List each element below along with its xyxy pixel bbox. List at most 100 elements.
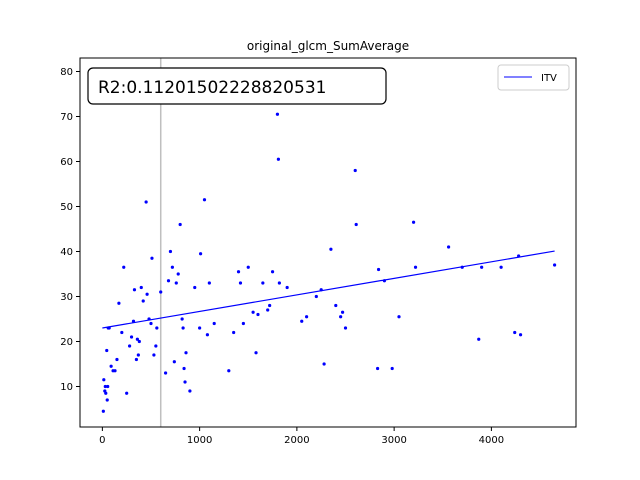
y-tick-label: 80 bbox=[60, 67, 73, 78]
scatter-point bbox=[275, 112, 280, 116]
scatter-point bbox=[339, 315, 343, 319]
scatter-point bbox=[176, 272, 180, 276]
scatter-point bbox=[150, 256, 154, 260]
y-tick-label: 60 bbox=[60, 157, 73, 168]
scatter-point bbox=[172, 360, 176, 364]
scatter-point bbox=[413, 265, 418, 269]
scatter-point bbox=[266, 308, 270, 312]
scatter-point bbox=[134, 357, 139, 362]
scatter-point bbox=[113, 369, 117, 373]
scatter-point bbox=[183, 380, 187, 384]
scatter-point bbox=[152, 353, 156, 357]
scatter-point bbox=[202, 198, 207, 202]
scatter-point bbox=[322, 362, 326, 366]
scatter-point bbox=[353, 168, 357, 173]
scatter-point bbox=[154, 344, 158, 348]
scatter-point bbox=[107, 326, 111, 330]
scatter-point bbox=[105, 398, 109, 402]
scatter-point bbox=[480, 265, 484, 269]
scatter-point bbox=[109, 364, 113, 368]
scatter-point bbox=[340, 310, 345, 314]
scatter-point bbox=[256, 312, 260, 317]
x-tick-label: 4000 bbox=[479, 435, 504, 446]
scatter-point bbox=[261, 281, 265, 285]
scatter-point bbox=[115, 357, 119, 362]
scatter-point bbox=[106, 384, 110, 389]
scatter-point bbox=[188, 389, 192, 393]
y-tick-label: 50 bbox=[60, 202, 73, 213]
scatter-point bbox=[513, 330, 517, 335]
scatter-point bbox=[103, 384, 107, 389]
scatter-point bbox=[163, 371, 168, 375]
scatter-point bbox=[390, 366, 394, 371]
scatter-point bbox=[198, 326, 202, 330]
scatter-point bbox=[227, 369, 231, 373]
scatter-point bbox=[285, 285, 289, 290]
scatter-point bbox=[446, 245, 451, 249]
scatter-point bbox=[397, 315, 401, 319]
legend-box bbox=[497, 64, 570, 91]
r2-annotation-text: R2:0.11201502228820531 bbox=[98, 78, 326, 98]
scatter-point bbox=[246, 265, 250, 269]
scatter-point bbox=[182, 366, 186, 371]
scatter-point bbox=[168, 249, 173, 254]
chart-title: original_glcm_SumAverage bbox=[247, 39, 409, 53]
x-axis: 0 1000 2000 3000 4000 bbox=[99, 427, 504, 446]
scatter-point bbox=[135, 337, 139, 341]
scatter-point bbox=[174, 281, 178, 285]
scatter-point bbox=[329, 247, 333, 251]
scatter-point bbox=[159, 290, 163, 294]
scatter-point bbox=[241, 321, 245, 326]
scatter-point bbox=[170, 265, 174, 269]
scatter-point bbox=[120, 330, 124, 335]
plot-content bbox=[101, 58, 557, 427]
scatter-point bbox=[477, 337, 481, 341]
scatter-point bbox=[518, 333, 523, 337]
scatter-point bbox=[382, 279, 387, 283]
r2-annotation: R2:0.11201502228820531 bbox=[87, 67, 387, 105]
axes-frame bbox=[79, 57, 577, 428]
y-tick-label: 20 bbox=[60, 337, 73, 348]
x-tick-label: 0 bbox=[99, 435, 105, 446]
scatter-point bbox=[193, 285, 197, 290]
scatter-point bbox=[137, 339, 141, 344]
scatter-point bbox=[102, 378, 106, 382]
scatter-point bbox=[144, 200, 148, 204]
scatter-point bbox=[129, 335, 134, 339]
y-tick-label: 10 bbox=[60, 382, 73, 393]
scatter-point bbox=[145, 292, 149, 296]
scatter-point bbox=[270, 270, 275, 274]
scatter-point bbox=[128, 344, 132, 348]
scatter-point bbox=[277, 281, 281, 285]
y-axis: 10 20 30 40 50 60 70 80 bbox=[60, 67, 80, 393]
scatter-point bbox=[149, 321, 153, 326]
scatter-point bbox=[147, 317, 151, 321]
scatter-point bbox=[181, 326, 185, 330]
scatter-point bbox=[136, 353, 140, 357]
scatter-point bbox=[254, 351, 258, 355]
legend: ITV bbox=[497, 64, 570, 91]
regression-line-itv bbox=[102, 250, 555, 329]
scatter-point bbox=[184, 351, 188, 355]
scatter-point bbox=[122, 265, 126, 269]
scatter-point bbox=[499, 265, 503, 269]
scatter-point bbox=[236, 270, 241, 274]
scatter-point bbox=[139, 285, 143, 290]
scatter-point bbox=[180, 317, 184, 321]
scatter-point bbox=[105, 348, 109, 353]
scatter-point bbox=[212, 321, 216, 326]
scatter-point bbox=[232, 330, 236, 335]
scatter-point bbox=[300, 319, 304, 323]
scatter-point bbox=[343, 326, 348, 330]
scatter-point bbox=[104, 391, 108, 395]
scatter-point bbox=[276, 157, 280, 161]
scatter-point bbox=[155, 326, 159, 330]
x-tick-label: 2000 bbox=[284, 435, 309, 446]
scatter-point bbox=[101, 409, 105, 413]
scatter-point bbox=[178, 222, 182, 227]
x-tick-label: 1000 bbox=[187, 435, 212, 446]
scatter-point bbox=[268, 303, 272, 308]
scatter-point bbox=[376, 366, 380, 371]
scatter-point bbox=[460, 265, 464, 269]
